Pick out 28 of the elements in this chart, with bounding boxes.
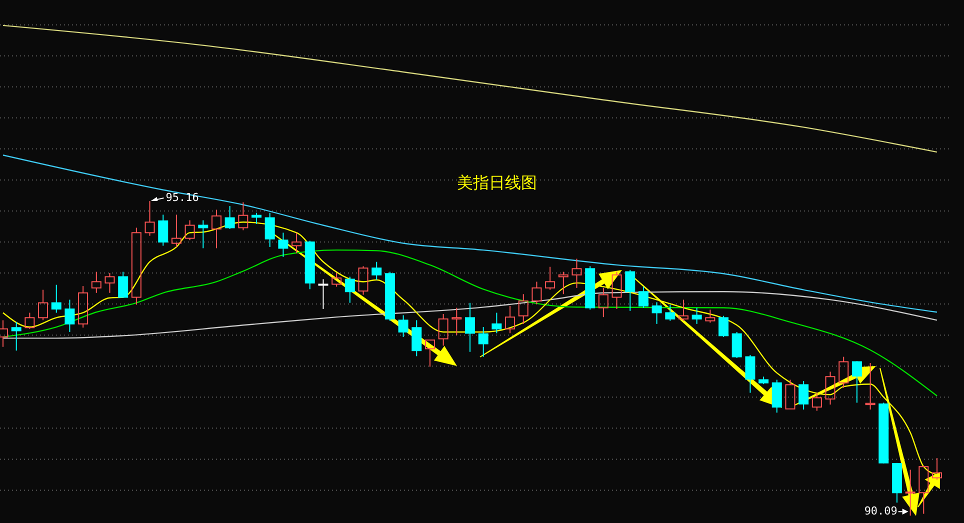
candlestick <box>838 356 849 388</box>
candlestick <box>91 271 102 294</box>
candlestick <box>412 320 422 357</box>
candlestick <box>171 214 182 248</box>
candlestick <box>292 232 302 254</box>
candlestick <box>398 314 408 338</box>
candlestick <box>452 307 462 336</box>
candlestick <box>131 227 142 306</box>
annotation: 90.09 <box>864 504 898 518</box>
candlestick <box>865 362 876 410</box>
candlestick <box>518 294 528 324</box>
candlestick <box>652 302 662 324</box>
text: 美指日线图 <box>457 173 537 192</box>
candlestick <box>812 392 822 412</box>
candlestick <box>144 200 155 236</box>
candlestick <box>478 326 488 358</box>
candlestick <box>64 299 75 332</box>
candlestick <box>11 322 22 352</box>
candlestick <box>318 278 328 310</box>
candlestick <box>465 302 475 352</box>
candlestick <box>852 361 862 404</box>
candlestick <box>825 371 836 406</box>
candlestick <box>572 258 582 288</box>
annotation: 95.16 <box>166 191 199 204</box>
candlestick <box>264 212 275 248</box>
candlestick <box>278 232 288 258</box>
candlestick <box>211 209 222 249</box>
candlestick <box>104 272 115 294</box>
